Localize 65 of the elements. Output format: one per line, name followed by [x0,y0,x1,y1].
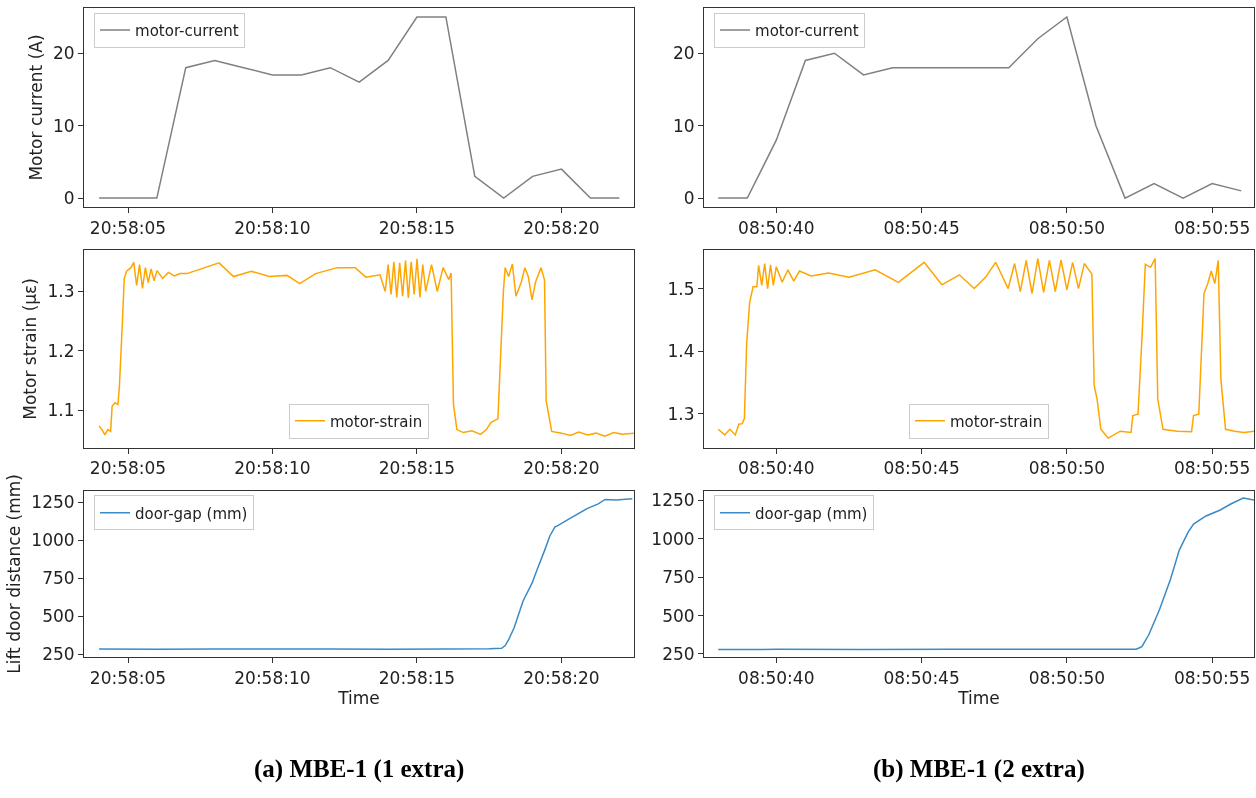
x-tick-label: 08:50:40 [738,458,815,479]
y-tick-label: 1.3 [667,403,695,424]
legend-label: motor-current [755,21,859,40]
x-tick-label: 08:50:45 [883,667,960,688]
x-tick-label: 20:58:10 [234,667,311,688]
x-axis-title: Time [337,687,380,708]
x-tick-label: 20:58:15 [378,217,456,238]
text: (a) MBE-1 (1 extra) [254,755,465,783]
y-tick-label: 1000 [31,530,75,551]
y-tick-label: 1250 [31,492,75,513]
y-tick-label: 1.2 [47,340,75,361]
x-tick-label: 20:58:20 [523,667,600,688]
legend-label: motor-strain [950,412,1043,431]
x-tick-label: 20:58:05 [89,667,167,688]
y-tick-label: 250 [662,643,695,664]
x-tick-label: 08:50:45 [883,217,960,238]
x-tick-label: 20:58:10 [234,458,311,479]
legend-label: motor-current [135,21,239,40]
x-tick-label: 08:50:55 [1173,217,1251,238]
x-tick-label: 20:58:10 [234,217,311,238]
y-tick-label: 750 [662,567,695,588]
x-tick-label: 08:50:55 [1173,667,1251,688]
y-tick-label: 20 [52,43,75,64]
legend-label: door-gap (mm) [135,504,248,523]
x-tick-label: 20:58:05 [89,217,167,238]
x-tick-label: 08:50:50 [1028,458,1106,479]
line-series [98,16,621,199]
legend-label: door-gap (mm) [755,504,868,523]
y-tick-label: 500 [42,606,75,627]
x-tick-label: 20:58:20 [523,458,600,479]
x-tick-label: 20:58:05 [89,458,167,479]
y-tick-label: 750 [42,568,75,589]
x-axis-title: Time [957,687,1000,708]
y-tick-label: 1250 [651,490,695,511]
y-axis-title: Motor strain (με) [20,278,41,420]
y-tick-label: 0 [63,188,75,209]
y-tick-label: 20 [672,43,695,64]
x-tick-label: 08:50:40 [738,667,815,688]
y-tick-label: 500 [662,605,695,626]
y-tick-label: 1.4 [667,341,695,362]
text: (b) MBE-1 (2 extra) [873,755,1085,783]
x-tick-label: 08:50:40 [738,217,815,238]
line-series [717,257,1254,439]
y-tick-label: 1.3 [47,281,75,302]
line-series [98,257,634,437]
y-tick-label: 0 [683,188,695,209]
y-tick-label: 1.5 [667,278,695,299]
line-series [717,497,1254,651]
x-tick-label: 08:50:55 [1173,458,1251,479]
x-tick-label: 08:50:50 [1028,217,1106,238]
line-series [717,16,1242,199]
x-tick-label: 20:58:15 [378,667,456,688]
x-tick-label: 08:50:45 [883,458,960,479]
y-tick-label: 1.1 [47,400,75,421]
line-series [98,497,634,651]
legend-label: motor-strain [330,412,423,431]
y-tick-label: 10 [52,115,75,136]
y-axis-title: Lift door distance (mm) [3,474,24,674]
y-tick-label: 1000 [651,528,695,549]
x-tick-label: 20:58:20 [523,217,600,238]
x-tick-label: 08:50:50 [1028,667,1106,688]
y-tick-label: 250 [42,644,75,665]
y-axis-title: Motor current (A) [25,34,46,181]
x-tick-label: 20:58:15 [378,458,456,479]
y-tick-label: 10 [672,115,695,136]
